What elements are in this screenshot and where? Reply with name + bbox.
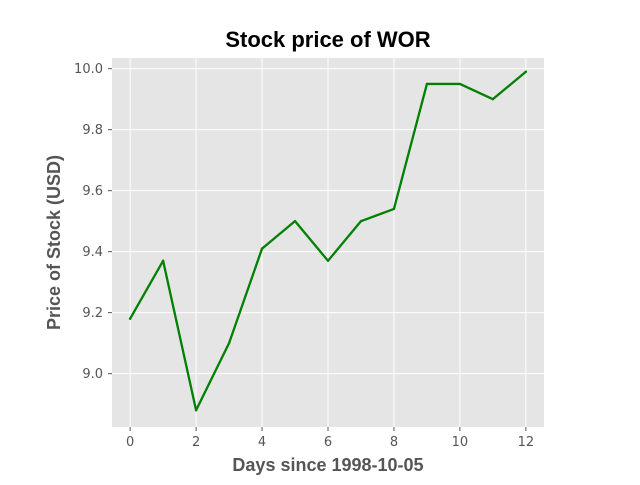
x-tick-label: 6 bbox=[324, 435, 332, 450]
data-point bbox=[293, 219, 297, 223]
data-point bbox=[161, 259, 165, 262]
data-point bbox=[260, 247, 264, 250]
series-layer bbox=[128, 70, 528, 412]
data-point bbox=[491, 97, 495, 101]
data-point bbox=[524, 70, 528, 73]
grid-lines bbox=[112, 58, 544, 427]
y-tick-label: 10.0 bbox=[74, 62, 103, 77]
y-tick-label: 9.6 bbox=[82, 184, 103, 199]
data-point bbox=[458, 82, 462, 86]
data-point bbox=[326, 259, 330, 262]
x-tick-label: 0 bbox=[126, 435, 134, 450]
y-tick-label: 9.4 bbox=[82, 245, 103, 260]
x-axis-label: Days since 1998-10-05 bbox=[232, 455, 423, 475]
y-tick-label: 9.2 bbox=[82, 306, 103, 321]
y-axis-label: Price of Stock (USD) bbox=[44, 155, 64, 330]
data-point bbox=[359, 219, 363, 223]
y-tick-label: 9.0 bbox=[82, 367, 103, 382]
data-point bbox=[392, 207, 396, 211]
x-tick-label: 8 bbox=[390, 435, 398, 450]
chart-title: Stock price of WOR bbox=[225, 27, 430, 52]
data-point bbox=[194, 409, 198, 412]
axis-ticks: 9.0 9.2 9.4 9.6 9.8 10.0 0 2 4 6 8 10 12 bbox=[74, 62, 534, 450]
x-tick-label: 10 bbox=[452, 435, 469, 450]
data-point bbox=[227, 341, 231, 345]
x-tick-label: 2 bbox=[192, 435, 200, 450]
y-tick-label: 9.8 bbox=[82, 123, 103, 138]
x-tick-label: 12 bbox=[518, 435, 535, 450]
data-point bbox=[128, 317, 132, 320]
x-tick-label: 4 bbox=[258, 435, 266, 450]
data-point bbox=[425, 82, 429, 86]
